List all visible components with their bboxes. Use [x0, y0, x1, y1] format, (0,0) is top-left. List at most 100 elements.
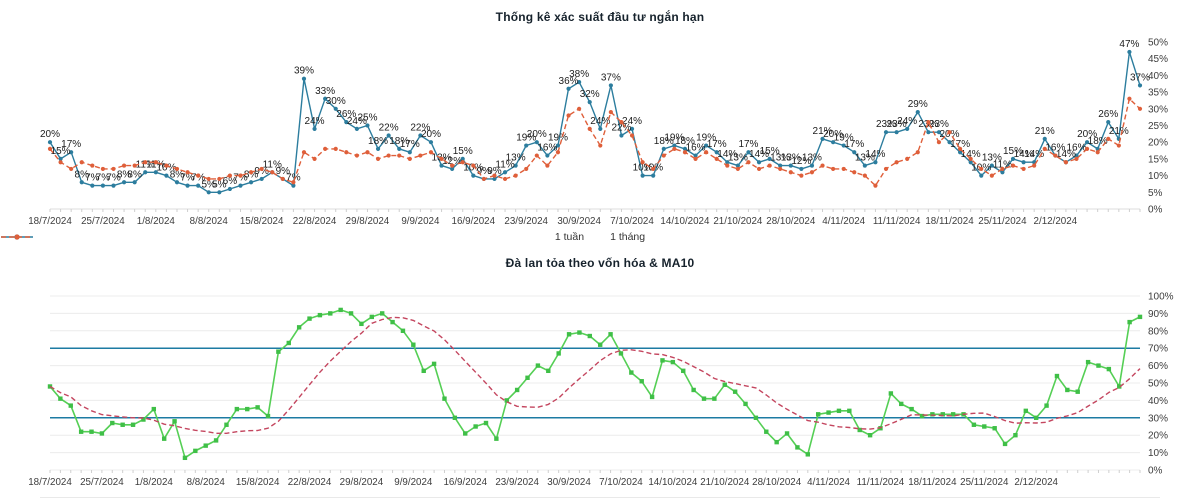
svg-text:37%: 37% [1130, 72, 1150, 83]
svg-text:13%: 13% [770, 153, 790, 164]
svg-text:13%: 13% [855, 153, 875, 164]
svg-text:19%: 19% [834, 133, 854, 144]
svg-text:19%: 19% [516, 133, 536, 144]
svg-text:37%: 37% [601, 72, 621, 83]
top-chart-legend: 1 tuần 1 tháng [0, 231, 1200, 243]
svg-text:10%: 10% [1148, 448, 1168, 459]
svg-text:15%: 15% [1003, 146, 1023, 157]
svg-text:20%: 20% [823, 129, 843, 140]
svg-text:18/11/2024: 18/11/2024 [925, 216, 974, 227]
svg-text:9%: 9% [276, 166, 291, 177]
svg-text:14%: 14% [1056, 149, 1076, 160]
svg-text:10%: 10% [463, 163, 483, 174]
svg-text:20%: 20% [40, 129, 60, 140]
svg-text:23%: 23% [876, 119, 896, 130]
svg-text:10%: 10% [156, 163, 176, 174]
svg-text:19%: 19% [696, 133, 716, 144]
svg-text:1/8/2024: 1/8/2024 [135, 477, 174, 488]
svg-text:18%: 18% [389, 136, 409, 147]
svg-text:15%: 15% [51, 146, 71, 157]
y-axis-labels: 0% 10% 20% 30% 40% 50% 60% 70% 80% 90% 100% [1148, 292, 1174, 477]
svg-text:13%: 13% [781, 153, 801, 164]
svg-text:7%: 7% [191, 173, 206, 184]
legend-item-week[interactable]: 1 tuần [1, 231, 585, 243]
svg-text:14%: 14% [865, 149, 885, 160]
svg-text:2/12/2024: 2/12/2024 [1034, 216, 1078, 227]
svg-text:14%: 14% [1024, 149, 1044, 160]
svg-text:40%: 40% [1148, 396, 1168, 407]
svg-text:28/10/2024: 28/10/2024 [752, 477, 802, 488]
svg-text:70%: 70% [1148, 344, 1168, 355]
svg-text:26%: 26% [336, 109, 356, 120]
svg-text:7%: 7% [180, 173, 195, 184]
svg-text:18%: 18% [654, 136, 674, 147]
legend-label-week: 1 tuần [554, 231, 585, 243]
svg-text:21%: 21% [1035, 126, 1055, 137]
svg-text:10%: 10% [1148, 171, 1168, 182]
point-labels: 20%15%17%8%7%7%7%8%8%11%11%10%8%7%7%5%5%… [40, 39, 1150, 190]
svg-text:16/9/2024: 16/9/2024 [443, 477, 487, 488]
svg-text:4/11/2024: 4/11/2024 [822, 216, 865, 227]
svg-text:8%: 8% [170, 169, 185, 180]
probability-line-chart: 0% 5% 10% 15% 20% 25% 30% 35% 40% 45% 50% 18/7/2024… [28, 38, 1168, 228]
svg-text:18%: 18% [1088, 136, 1108, 147]
svg-text:10%: 10% [633, 163, 653, 174]
svg-text:26%: 26% [1098, 109, 1118, 120]
svg-text:20%: 20% [527, 129, 547, 140]
svg-text:14%: 14% [1014, 149, 1034, 160]
svg-text:21%: 21% [1109, 126, 1129, 137]
svg-text:14/10/2024: 14/10/2024 [660, 216, 710, 227]
svg-text:50%: 50% [1148, 38, 1168, 49]
svg-text:7%: 7% [106, 173, 121, 184]
svg-text:11/11/2024: 11/11/2024 [873, 216, 921, 227]
svg-text:8/8/2024: 8/8/2024 [187, 477, 226, 488]
legend-label-month: 1 tháng [610, 231, 646, 243]
svg-text:35%: 35% [1148, 88, 1168, 99]
legend-item-month[interactable]: 1 tháng [1, 231, 646, 243]
svg-text:22%: 22% [379, 123, 399, 134]
svg-text:11%: 11% [495, 159, 514, 170]
svg-text:29%: 29% [908, 99, 928, 110]
svg-text:17%: 17% [61, 139, 81, 150]
svg-text:7%: 7% [233, 173, 248, 184]
svg-text:22%: 22% [410, 123, 430, 134]
svg-text:14%: 14% [749, 149, 769, 160]
svg-text:12%: 12% [791, 156, 811, 167]
svg-text:2/12/2024: 2/12/2024 [1014, 477, 1058, 488]
svg-text:25%: 25% [357, 113, 377, 124]
svg-text:6%: 6% [223, 176, 238, 187]
svg-text:11%: 11% [263, 159, 282, 170]
svg-text:5%: 5% [212, 179, 227, 190]
svg-text:16%: 16% [1045, 143, 1065, 154]
bottom-chart-title: Đà lan tỏa theo vốn hóa & MA10 [505, 256, 695, 270]
svg-text:18%: 18% [368, 136, 388, 147]
svg-text:15%: 15% [1148, 154, 1168, 165]
svg-text:13%: 13% [506, 153, 526, 164]
svg-text:7%: 7% [96, 173, 111, 184]
svg-text:100%: 100% [1148, 292, 1174, 303]
svg-text:17%: 17% [844, 139, 864, 150]
svg-text:11%: 11% [993, 159, 1012, 170]
svg-text:23%: 23% [929, 119, 949, 130]
svg-text:23%: 23% [918, 119, 938, 130]
svg-text:9%: 9% [487, 166, 502, 177]
svg-text:16/9/2024: 16/9/2024 [452, 216, 496, 227]
svg-text:15/8/2024: 15/8/2024 [236, 477, 280, 488]
svg-text:30/9/2024: 30/9/2024 [557, 216, 601, 227]
svg-text:5%: 5% [202, 179, 217, 190]
svg-text:17%: 17% [950, 139, 970, 150]
svg-text:7%: 7% [286, 173, 301, 184]
month-line-icon [1, 234, 33, 240]
svg-text:18%: 18% [675, 136, 695, 147]
svg-text:50%: 50% [1148, 379, 1168, 390]
svg-text:9/9/2024: 9/9/2024 [394, 477, 433, 488]
svg-text:20%: 20% [421, 129, 441, 140]
svg-text:47%: 47% [1119, 39, 1139, 50]
svg-text:9%: 9% [477, 166, 492, 177]
svg-text:21/10/2024: 21/10/2024 [700, 477, 750, 488]
svg-text:28/10/2024: 28/10/2024 [766, 216, 816, 227]
top-chart-title: Thống kê xác suất đầu tư ngắn hạn [495, 10, 705, 24]
svg-text:33%: 33% [315, 86, 335, 97]
svg-text:15%: 15% [760, 146, 780, 157]
